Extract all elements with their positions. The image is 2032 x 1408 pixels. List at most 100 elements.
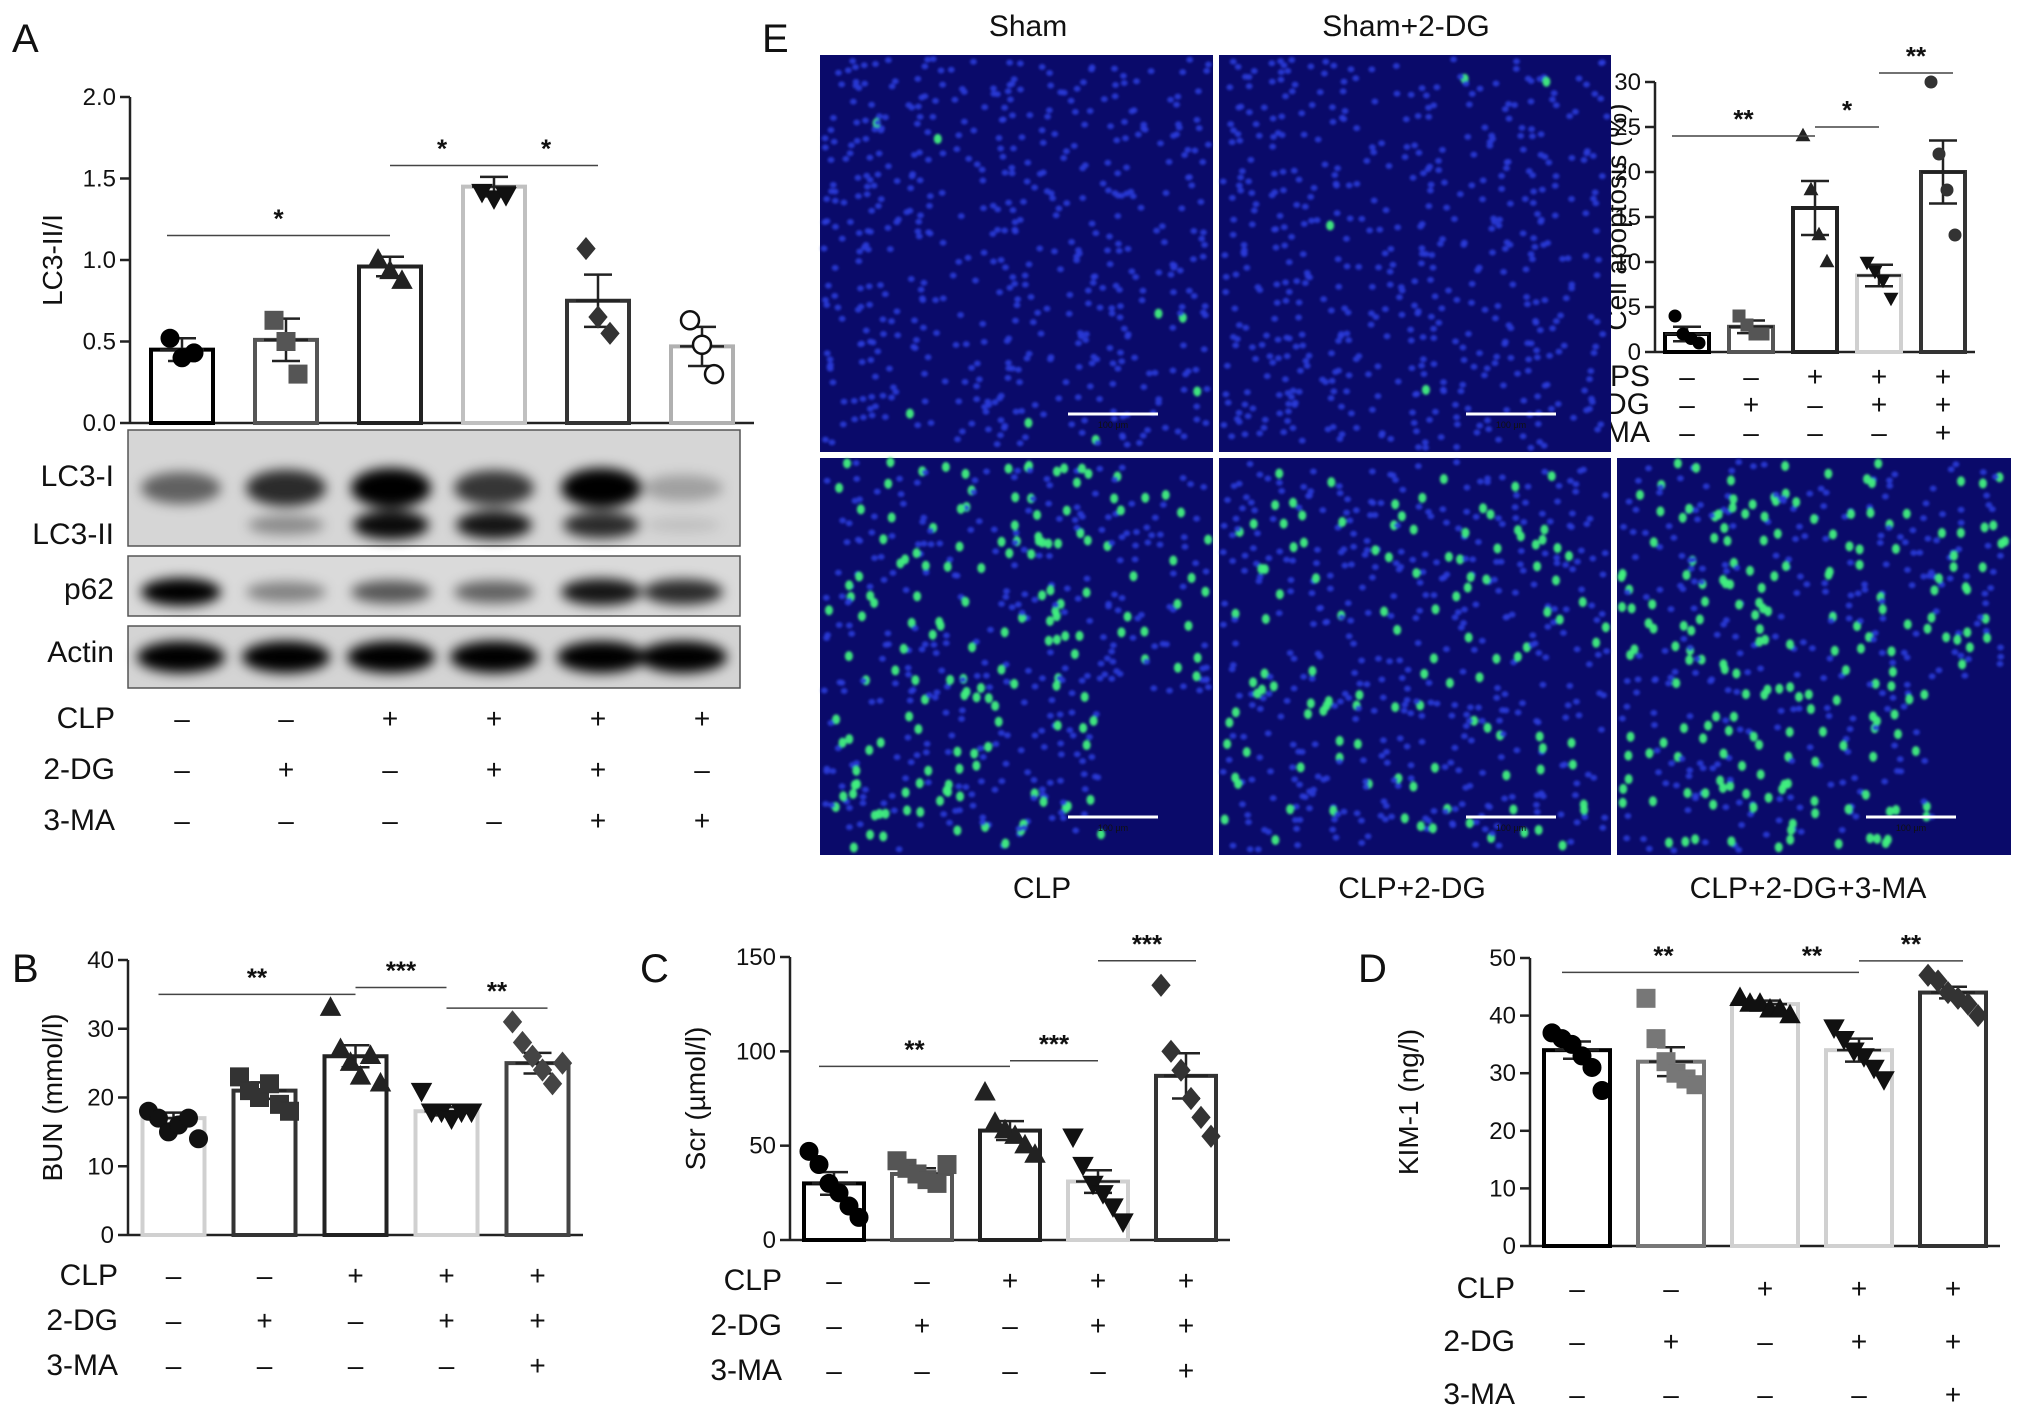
positive-nucleus (1890, 709, 1899, 720)
significance-label: ** (487, 976, 508, 1006)
nucleus (1273, 281, 1281, 288)
nucleus (1427, 276, 1434, 283)
positive-nucleus (1253, 688, 1262, 699)
nucleus (1176, 267, 1184, 274)
nucleus (1593, 227, 1600, 234)
nucleus (1598, 173, 1606, 180)
nucleus (1903, 654, 1911, 661)
nucleus (992, 548, 1000, 555)
positive-nucleus (1649, 537, 1658, 548)
nucleus (1413, 428, 1420, 435)
nucleus (1116, 286, 1123, 293)
nucleus (1182, 371, 1189, 378)
nucleus (1112, 81, 1119, 88)
nucleus (927, 541, 935, 548)
nucleus (1380, 737, 1387, 744)
nucleus (874, 119, 882, 126)
positive-nucleus (1824, 569, 1833, 580)
nucleus (1591, 189, 1599, 196)
nucleus (1331, 172, 1339, 179)
nucleus (1684, 807, 1692, 814)
data-point (1968, 1004, 1988, 1028)
nucleus (1852, 813, 1860, 820)
nucleus (1912, 630, 1920, 637)
positive-nucleus (1636, 489, 1645, 500)
nucleus (1451, 744, 1459, 751)
nucleus (1039, 139, 1047, 146)
positive-nucleus (1567, 737, 1576, 748)
nucleus (922, 749, 930, 756)
nucleus (1430, 807, 1438, 814)
nucleus (1555, 482, 1563, 489)
band-actin (137, 641, 225, 673)
positive-nucleus (1444, 551, 1453, 562)
data-point (691, 334, 713, 356)
nucleus (1598, 610, 1606, 617)
positive-nucleus (1520, 827, 1529, 838)
nucleus (877, 553, 885, 560)
nucleus (1313, 560, 1320, 567)
nucleus (1160, 239, 1168, 246)
nucleus (1478, 637, 1486, 644)
positive-nucleus (1271, 500, 1280, 511)
positive-nucleus (1961, 582, 1970, 593)
nucleus (1757, 665, 1764, 672)
nucleus (1792, 535, 1799, 542)
nucleus (1552, 173, 1560, 180)
data-point (1024, 1143, 1046, 1163)
positive-nucleus (1755, 624, 1764, 635)
nucleus (1598, 60, 1605, 67)
nucleus (955, 132, 963, 139)
nucleus (849, 57, 857, 64)
nucleus (1573, 819, 1581, 826)
nucleus (868, 412, 876, 419)
nucleus (1241, 552, 1249, 559)
positive-nucleus (1269, 681, 1278, 692)
nucleus (1293, 278, 1301, 285)
nucleus (1014, 467, 1022, 474)
positive-nucleus (1872, 716, 1881, 727)
data-point (512, 1030, 533, 1055)
nucleus (1081, 786, 1089, 793)
positive-nucleus (1720, 523, 1729, 534)
nucleus (1274, 336, 1282, 343)
nucleus (1014, 601, 1022, 608)
nucleus (1086, 383, 1094, 390)
nucleus (1656, 586, 1664, 593)
y-tick-label: 40 (1489, 1003, 1516, 1030)
nucleus (939, 295, 947, 302)
nucleus (1728, 467, 1736, 474)
nucleus (1492, 80, 1500, 87)
nucleus (1275, 610, 1283, 617)
nucleus (1595, 256, 1602, 263)
nucleus (1689, 556, 1697, 563)
nucleus (1232, 342, 1240, 349)
nucleus (1851, 774, 1859, 781)
nucleus (1320, 776, 1328, 783)
positive-nucleus (1770, 571, 1779, 582)
nucleus (1686, 767, 1694, 774)
condition-label: 2-DG (43, 753, 115, 786)
nucleus (1568, 285, 1576, 292)
significance-label: ** (247, 962, 268, 992)
positive-nucleus (1592, 637, 1601, 648)
panel-letter-c: C (640, 947, 669, 991)
nucleus (1430, 102, 1438, 109)
positive-nucleus (1005, 548, 1014, 559)
positive-nucleus (899, 643, 908, 654)
nucleus (1358, 817, 1365, 824)
condition-sign: – (1663, 1273, 1679, 1304)
data-point (349, 1065, 372, 1085)
positive-nucleus (946, 674, 955, 685)
nucleus (1635, 652, 1643, 659)
nucleus (1433, 559, 1440, 566)
nucleus (1247, 499, 1255, 506)
band-lc3-ii (248, 515, 324, 535)
nucleus (916, 113, 924, 120)
nucleus (911, 625, 919, 632)
positive-nucleus (1624, 774, 1633, 785)
nucleus (1008, 170, 1016, 177)
nucleus (1192, 560, 1200, 567)
positive-nucleus (1792, 497, 1801, 508)
nucleus (826, 365, 834, 372)
